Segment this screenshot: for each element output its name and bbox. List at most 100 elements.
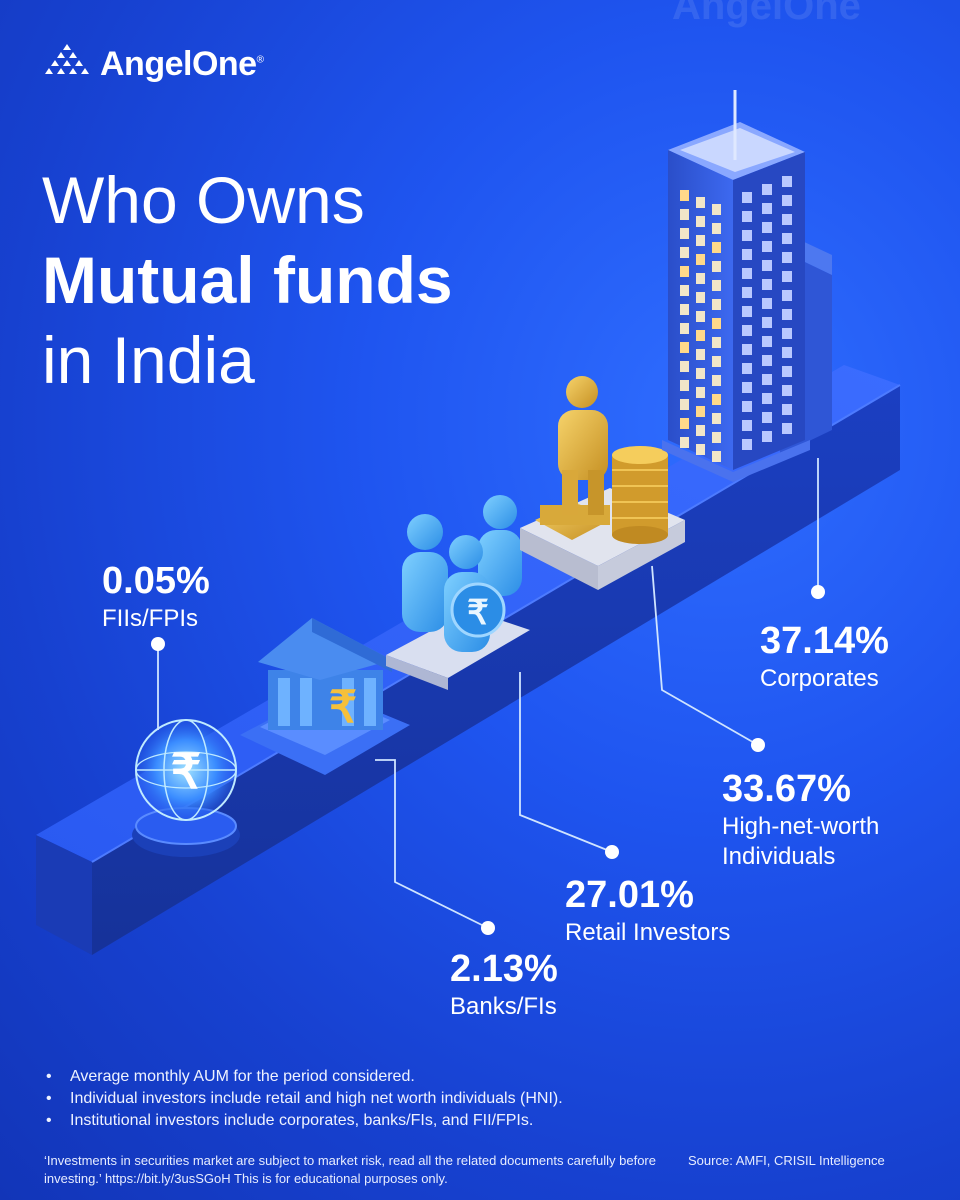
brand-logo[interactable]: AngelOne®: [44, 44, 264, 84]
tower-window: [782, 214, 792, 225]
svg-text:₹: ₹: [329, 683, 357, 732]
tower-window: [712, 261, 721, 272]
tower-window: [712, 356, 721, 367]
tower-window: [696, 292, 705, 303]
svg-text:₹: ₹: [171, 746, 202, 799]
stat-value: 37.14%: [760, 620, 889, 662]
tower-window: [696, 349, 705, 360]
tower-window: [712, 318, 721, 329]
tower-window: [762, 412, 772, 423]
tower-window: [742, 249, 752, 260]
tower-window: [680, 247, 689, 258]
stat-label: FIIs/FPIs: [102, 605, 198, 632]
tower-window: [680, 190, 689, 201]
page-title: Who Owns Mutual funds in India: [42, 160, 453, 400]
tower-window: [680, 342, 689, 353]
globe-rupee-icon: ₹: [132, 719, 240, 857]
tower-window: [680, 285, 689, 296]
tower-window: [712, 337, 721, 348]
people-rupee-icon: ₹: [386, 495, 530, 690]
stat-value: 27.01%: [565, 874, 694, 916]
tower-window: [680, 228, 689, 239]
brand-name: AngelOne®: [100, 44, 264, 83]
tower-window: [696, 197, 705, 208]
tower-window: [742, 325, 752, 336]
tower-window: [680, 266, 689, 277]
tower-window: [712, 242, 721, 253]
tower-window: [712, 299, 721, 310]
svg-text:₹: ₹: [467, 594, 489, 632]
tower-window: [742, 344, 752, 355]
tower-window: [782, 385, 792, 396]
tower-window: [782, 423, 792, 434]
tower-window: [696, 368, 705, 379]
tower-window: [712, 432, 721, 443]
stat-label: Banks/FIs: [450, 993, 557, 1020]
stat-fiis-fpis: 0.05% FIIs/FPIs: [102, 560, 210, 634]
disclaimer-text: ‘Investments in securities market are su…: [44, 1153, 656, 1186]
tower-window: [712, 223, 721, 234]
tower-window: [742, 192, 752, 203]
tower-window: [696, 235, 705, 246]
tower-window: [782, 404, 792, 415]
tower-window: [782, 328, 792, 339]
footnote-item: Average monthly AUM for the period consi…: [44, 1066, 704, 1088]
tower-window: [762, 431, 772, 442]
tower-window: [742, 211, 752, 222]
tower-window: [696, 406, 705, 417]
tower-window: [782, 233, 792, 244]
tower-window: [762, 260, 772, 271]
leader-dots: [151, 585, 825, 935]
tower-window: [762, 336, 772, 347]
tower-window: [742, 439, 752, 450]
stat-label: High-net-worth Individuals: [722, 812, 879, 872]
tower-window: [782, 347, 792, 358]
stat-label: Retail Investors: [565, 919, 731, 946]
stat-value: 0.05%: [102, 560, 210, 602]
footnotes: Average monthly AUM for the period consi…: [44, 1066, 704, 1132]
skyscraper-icon: [662, 90, 832, 482]
tower-window: [762, 355, 772, 366]
tower-window: [762, 241, 772, 252]
stat-banks-fis: 2.13% Banks/FIs: [450, 948, 558, 1022]
leader-lines: [157, 458, 819, 929]
tower-window: [712, 413, 721, 424]
tower-window: [712, 204, 721, 215]
tower-window: [742, 363, 752, 374]
person-gold-icon: [520, 376, 685, 590]
tower-window: [742, 401, 752, 412]
tower-window: [782, 271, 792, 282]
brand-watermark: AngelOne: [672, 0, 861, 28]
tower-window: [762, 222, 772, 233]
stat-label-line-1: High-net-worth: [722, 813, 880, 840]
title-line-3: in India: [42, 323, 255, 397]
tower-window: [742, 268, 752, 279]
bank-icon: ₹: [240, 618, 410, 775]
angelone-logo-icon: [45, 44, 89, 74]
stat-label-line-2: Individuals: [722, 843, 836, 870]
tower-window: [696, 330, 705, 341]
tower-window: [680, 209, 689, 220]
tower-window: [696, 444, 705, 455]
tower-window: [762, 203, 772, 214]
stat-label: Corporates: [760, 665, 879, 692]
tower-window: [782, 366, 792, 377]
tower-window: [680, 304, 689, 315]
tower-window: [696, 254, 705, 265]
tower-window: [712, 394, 721, 405]
stat-value: 33.67%: [722, 768, 851, 810]
tower-window: [680, 399, 689, 410]
tower-window: [782, 309, 792, 320]
tower-windows: [680, 176, 792, 462]
tower-window: [696, 311, 705, 322]
tower-window: [782, 252, 792, 263]
stat-retail-investors: 27.01% Retail Investors: [565, 874, 730, 948]
tower-window: [742, 230, 752, 241]
footnote-item: Individual investors include retail and …: [44, 1088, 704, 1110]
tower-window: [680, 361, 689, 372]
tower-window: [680, 437, 689, 448]
coin-stack: [612, 446, 668, 544]
tower-window: [680, 380, 689, 391]
